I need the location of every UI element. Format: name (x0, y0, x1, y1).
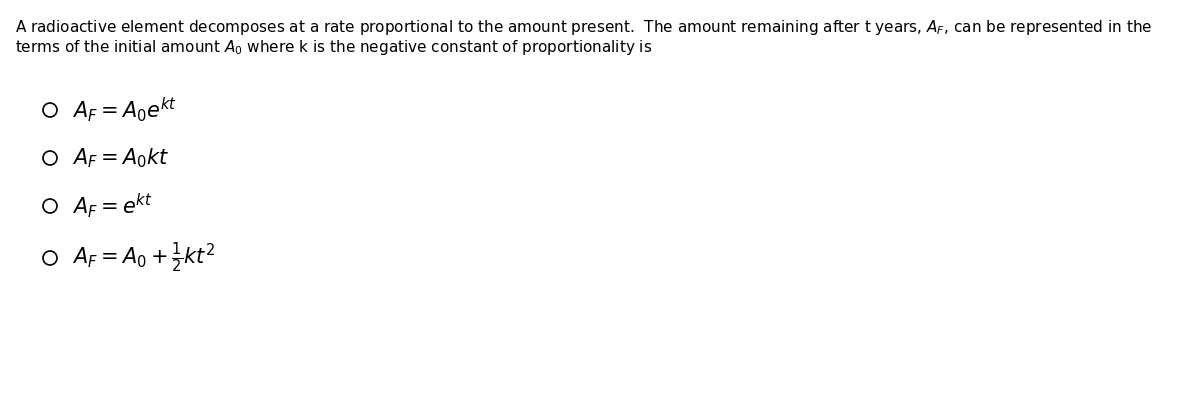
Text: $A_F = A_0 + \frac{1}{2}kt^2$: $A_F = A_0 + \frac{1}{2}kt^2$ (72, 241, 215, 275)
Text: $A_F = e^{kt}$: $A_F = e^{kt}$ (72, 192, 152, 220)
Text: A radioactive element decomposes at a rate proportional to the amount present.  : A radioactive element decomposes at a ra… (14, 18, 1152, 37)
Text: $A_F = A_0kt$: $A_F = A_0kt$ (72, 146, 169, 170)
Text: $A_F = A_0e^{kt}$: $A_F = A_0e^{kt}$ (72, 95, 176, 124)
Text: terms of the initial amount $A_0$ where k is the negative constant of proportion: terms of the initial amount $A_0$ where … (14, 38, 653, 57)
